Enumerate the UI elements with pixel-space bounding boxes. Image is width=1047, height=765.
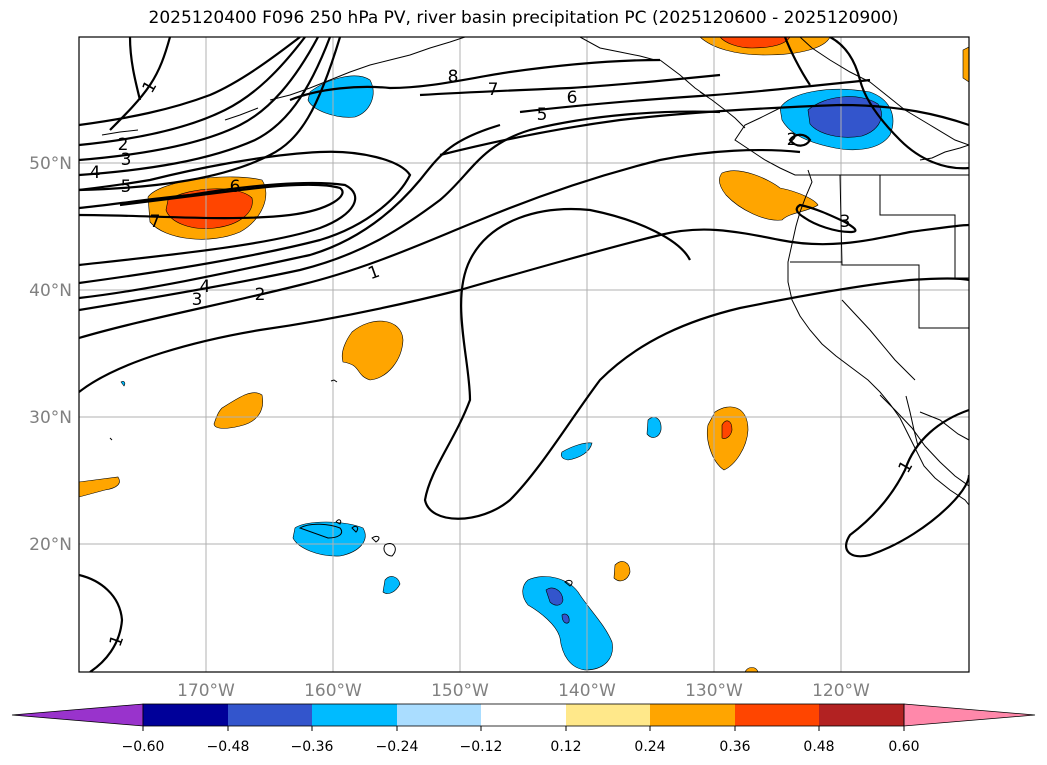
colorbar-tick-label: 0.48 bbox=[803, 739, 834, 755]
lat-label: 50°N bbox=[29, 154, 72, 174]
coastlines bbox=[101, 37, 969, 587]
colorbar-tick-label: −0.48 bbox=[207, 739, 250, 755]
lon-label: 170°W bbox=[177, 681, 235, 701]
colorbar-segment bbox=[312, 704, 397, 726]
precip-negative-core bbox=[545, 587, 564, 606]
contour-label: 2 bbox=[255, 285, 266, 305]
colorbar-tick-label: 0.12 bbox=[550, 739, 581, 755]
longitude-labels: 170°W 160°W 150°W 140°W 130°W 120°W bbox=[177, 681, 870, 701]
contour-label: 3 bbox=[121, 150, 132, 170]
contour-label: 5 bbox=[537, 105, 548, 125]
precip-negative-region bbox=[646, 417, 662, 438]
colorbar-tick-label: −0.12 bbox=[460, 739, 503, 755]
contour-label: 8 bbox=[448, 67, 459, 87]
contour-label: 2 bbox=[118, 135, 129, 155]
lon-label: 150°W bbox=[431, 681, 489, 701]
precip-positive-region bbox=[341, 320, 404, 381]
lat-label: 30°N bbox=[29, 408, 72, 428]
colorbar-extend-high bbox=[903, 703, 1036, 727]
lon-label: 140°W bbox=[558, 681, 616, 701]
colorbar-tick-label: 0.24 bbox=[634, 739, 665, 755]
precip-positive-region bbox=[213, 392, 263, 429]
precip-positive-region bbox=[962, 46, 969, 83]
colorbar-segment bbox=[481, 704, 566, 726]
contour-label: 3 bbox=[192, 290, 203, 310]
contour-label: 6 bbox=[567, 88, 578, 108]
precip-negative-region bbox=[560, 442, 593, 461]
colorbar-tick-label: −0.36 bbox=[291, 739, 334, 755]
graticule bbox=[79, 37, 969, 672]
colorbar-segment bbox=[650, 704, 735, 726]
precip-negative-core bbox=[561, 613, 570, 624]
map-title: 2025120400 F096 250 hPa PV, river basin … bbox=[148, 8, 899, 28]
contour-label: 6 bbox=[230, 177, 241, 197]
lon-label: 130°W bbox=[685, 681, 743, 701]
lon-label: 160°W bbox=[304, 681, 362, 701]
contour-label: 3 bbox=[840, 212, 851, 232]
colorbar-tick-label: −0.24 bbox=[376, 739, 419, 755]
latitude-labels: 50°N 40°N 30°N 20°N bbox=[29, 154, 72, 555]
precip-positive-region bbox=[79, 476, 120, 498]
precip-negative-region bbox=[382, 576, 401, 594]
colorbar-tick-label: 0.60 bbox=[888, 739, 919, 755]
colorbar-segment bbox=[735, 704, 819, 726]
colorbar-extend-low bbox=[11, 703, 144, 727]
colorbar: −0.60 −0.48 −0.36 −0.24 −0.12 0.12 0.24 … bbox=[11, 703, 1036, 755]
colorbar-segment bbox=[397, 704, 481, 726]
precip-positive-region bbox=[613, 561, 631, 582]
precip-positive-core bbox=[721, 420, 733, 439]
precip-positive-region bbox=[719, 170, 819, 221]
colorbar-tick-label: −0.60 bbox=[122, 739, 165, 755]
plot-frame bbox=[78, 36, 970, 673]
contour-label: 2 bbox=[787, 130, 798, 150]
colorbar-segment bbox=[566, 704, 650, 726]
colorbar-segment bbox=[143, 704, 228, 726]
precip-negative-region bbox=[292, 521, 366, 557]
contour-label: 7 bbox=[150, 212, 161, 232]
lat-label: 20°N bbox=[29, 535, 72, 555]
lat-label: 40°N bbox=[29, 281, 72, 301]
contour-label: 7 bbox=[488, 80, 499, 100]
colorbar-segment bbox=[228, 704, 312, 726]
contour-label: 4 bbox=[90, 163, 101, 183]
colorbar-tick-label: 0.36 bbox=[719, 739, 750, 755]
contour-label: 4 bbox=[200, 277, 211, 297]
pv-contour-labels: 1 2 3 4 5 6 7 8 7 6 5 4 3 2 1 1 1 2 3 bbox=[90, 67, 918, 650]
lon-label: 120°W bbox=[812, 681, 870, 701]
pv-contours bbox=[79, 37, 969, 672]
contour-label: 5 bbox=[121, 177, 132, 197]
precip-negative-region bbox=[120, 381, 126, 387]
precip-positive-region bbox=[707, 406, 749, 471]
colorbar-segment bbox=[819, 704, 904, 726]
colorbar-frame bbox=[142, 703, 905, 727]
